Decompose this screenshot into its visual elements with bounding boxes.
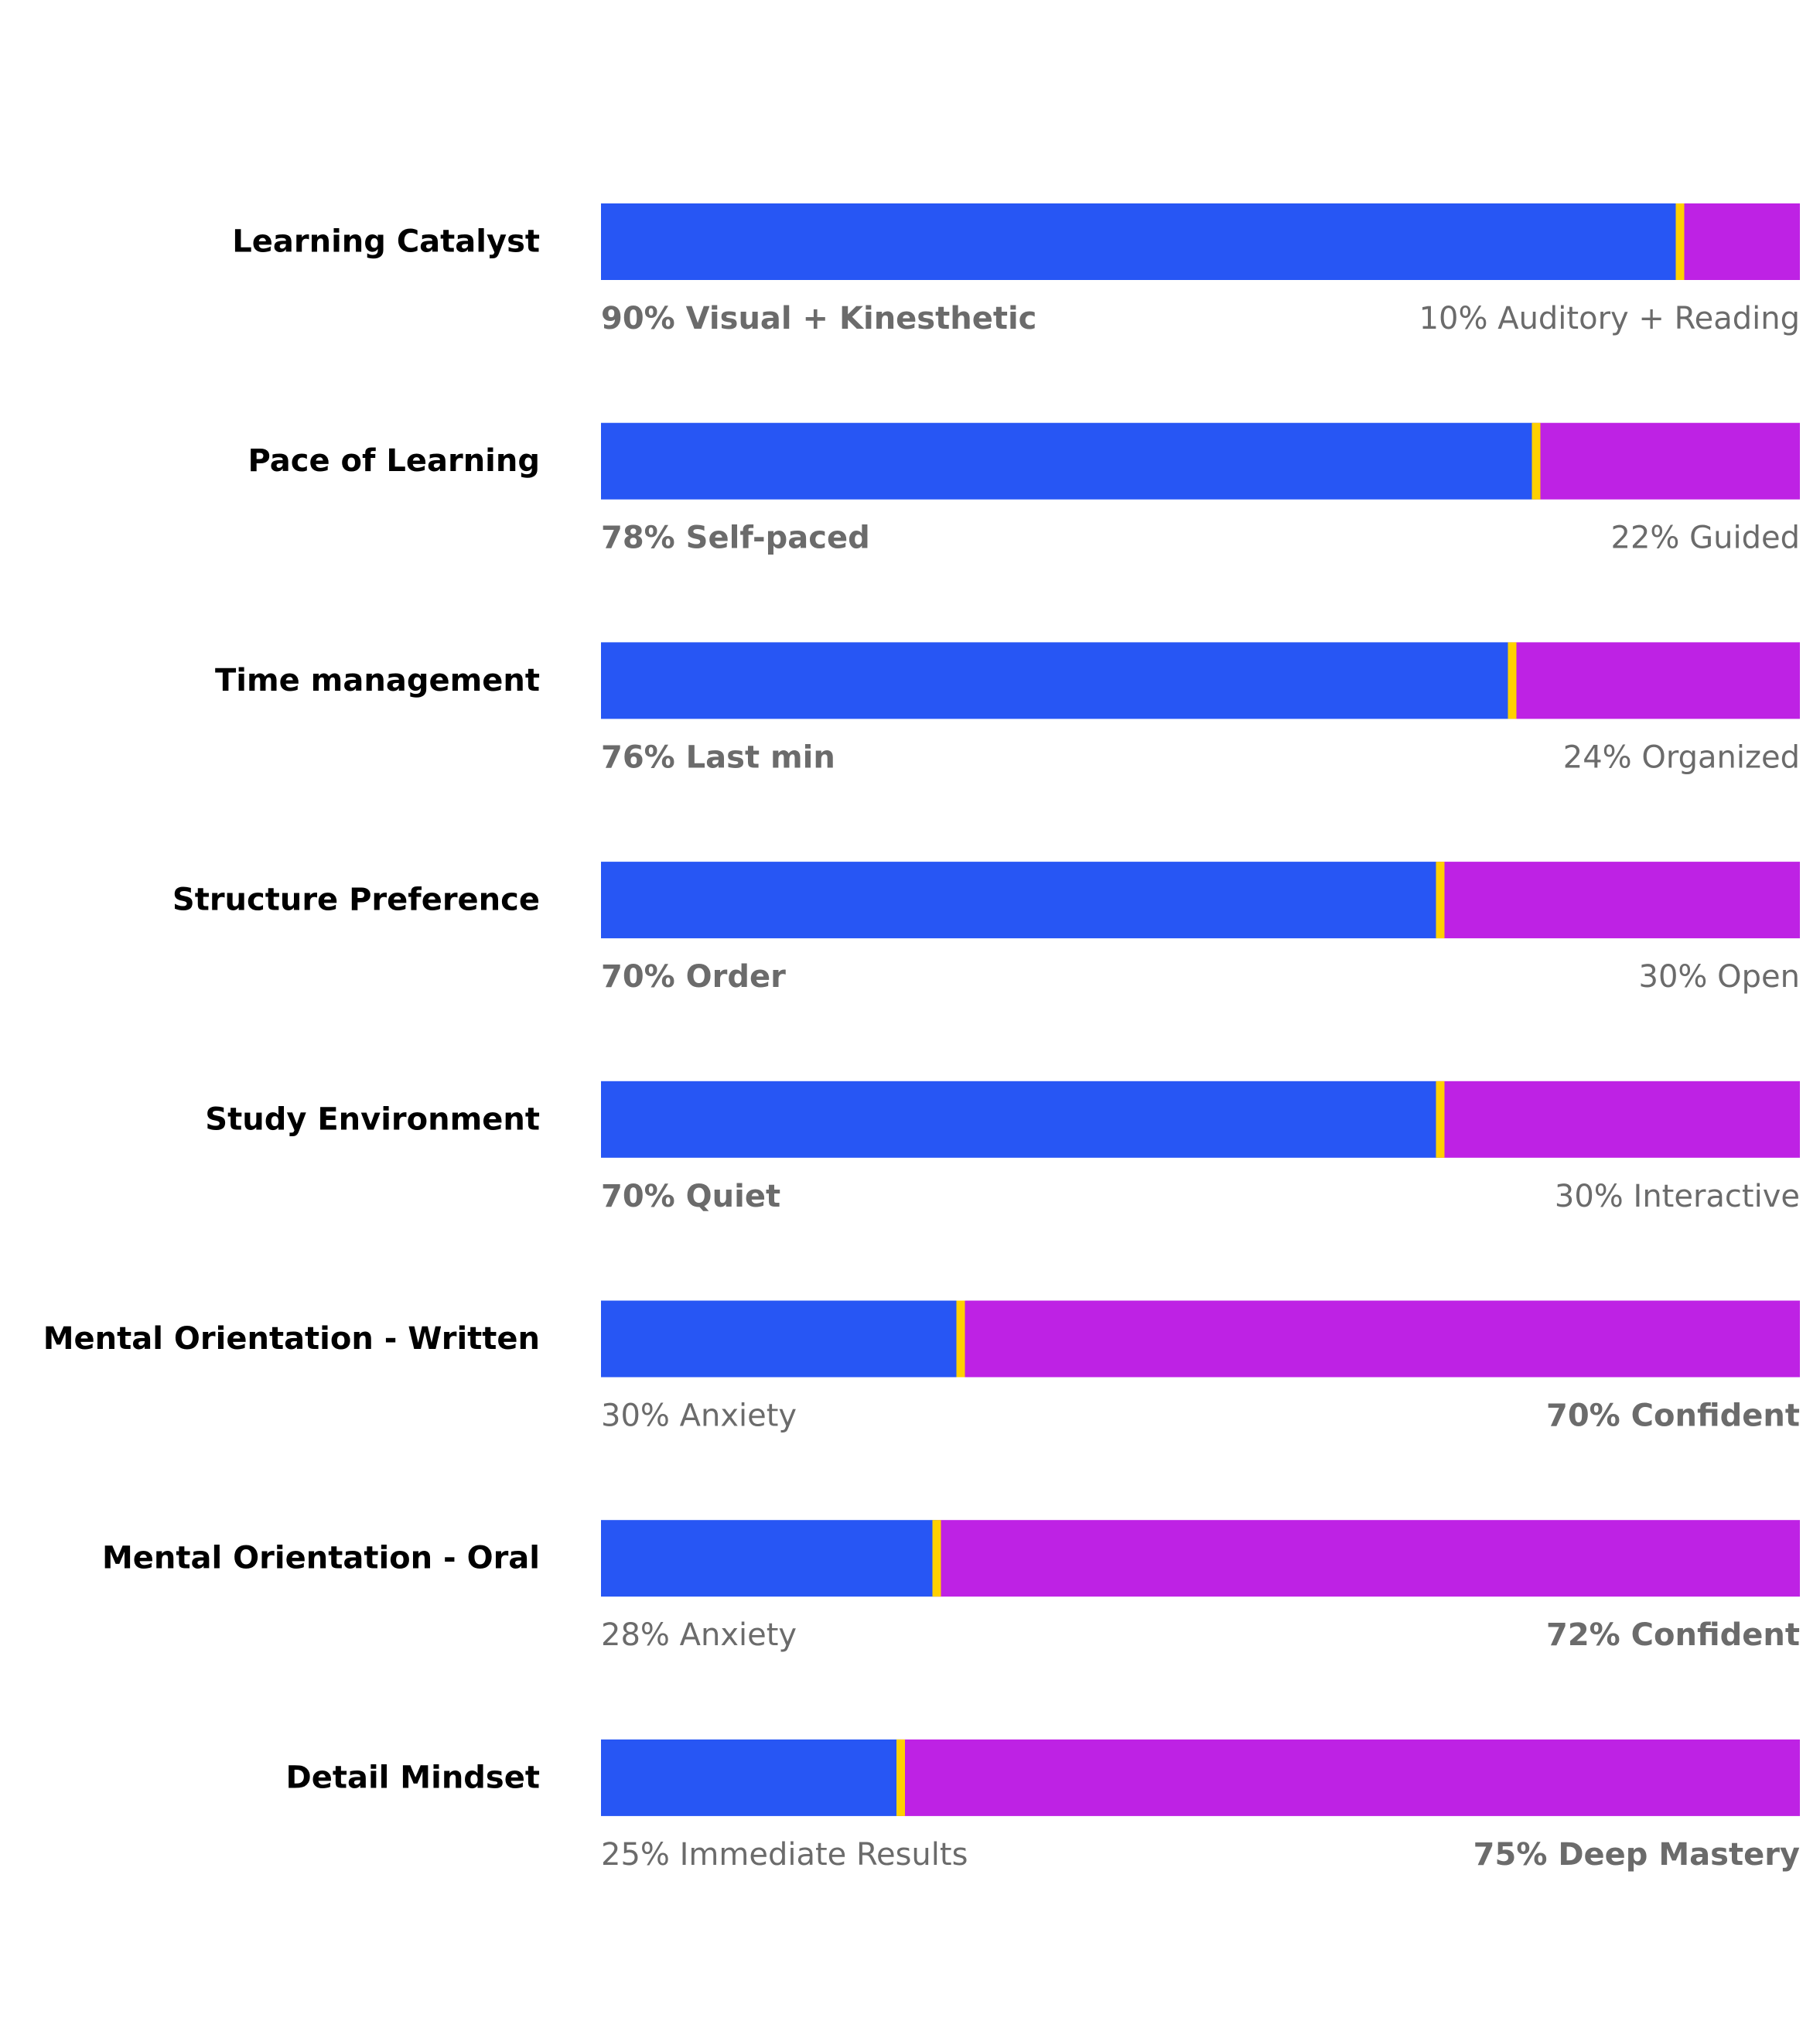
left-value-label: 70% Order bbox=[601, 959, 786, 995]
bar-row: Mental Orientation - Written 30% Anxiety 7… bbox=[43, 1300, 1800, 1434]
bar-left-segment bbox=[601, 1300, 961, 1378]
row-label: Mental Orientation - Written bbox=[43, 1321, 540, 1357]
row-label: Detail Mindset bbox=[286, 1760, 540, 1795]
bar-left-segment bbox=[601, 1520, 937, 1597]
bar-left-segment bbox=[601, 203, 1680, 280]
right-value-label: 10% Auditory + Reading bbox=[1419, 301, 1800, 336]
right-value-label: 30% Open bbox=[1639, 959, 1800, 995]
right-value-label: 24% Organized bbox=[1563, 739, 1800, 775]
split-marker bbox=[1508, 642, 1517, 719]
split-marker bbox=[956, 1300, 965, 1378]
bar-left-segment bbox=[601, 422, 1536, 500]
bar-right-segment bbox=[1440, 862, 1800, 939]
row-label: Structure Preference bbox=[172, 883, 540, 918]
bar-row: Study Environment 70% Quiet 30% Interactiv… bbox=[205, 1081, 1800, 1214]
bar-row: Pace of Learning 78% Self-paced 22% Guided bbox=[248, 422, 1800, 556]
bar-right-segment bbox=[1680, 203, 1800, 280]
left-value-label: 28% Anxiety bbox=[601, 1617, 797, 1653]
chart-rows: Learning Catalyst 90% Visual + Kinestheti… bbox=[43, 203, 1800, 1873]
bar-left-segment bbox=[601, 862, 1440, 939]
split-marker bbox=[932, 1520, 941, 1597]
split-marker bbox=[1436, 1081, 1445, 1158]
bar-row: Structure Preference 70% Order 30% Open bbox=[172, 862, 1800, 995]
bar-left-segment bbox=[601, 1739, 901, 1816]
split-marker bbox=[896, 1739, 905, 1816]
row-label: Mental Orientation - Oral bbox=[102, 1541, 540, 1576]
split-marker bbox=[1531, 422, 1541, 500]
left-value-label: 25% Immediate Results bbox=[601, 1837, 968, 1873]
bar-right-segment bbox=[937, 1520, 1800, 1597]
bar-right-segment bbox=[1512, 642, 1800, 719]
left-value-label: 76% Last min bbox=[601, 739, 835, 775]
bar-right-segment bbox=[1440, 1081, 1800, 1158]
left-value-label: 70% Quiet bbox=[601, 1179, 780, 1214]
bar-right-segment bbox=[900, 1739, 1800, 1816]
bar-row: Time management 76% Last min 24% Organized bbox=[215, 642, 1800, 775]
right-value-label: 30% Interactive bbox=[1555, 1179, 1800, 1214]
right-value-label: 22% Guided bbox=[1611, 521, 1800, 556]
right-value-label: 72% Confident bbox=[1546, 1617, 1800, 1653]
split-marker bbox=[1675, 203, 1685, 280]
row-label: Pace of Learning bbox=[248, 443, 540, 479]
bar-left-segment bbox=[601, 642, 1512, 719]
row-label: Learning Catalyst bbox=[232, 224, 540, 260]
left-value-label: 78% Self-paced bbox=[601, 521, 870, 556]
row-label: Study Environment bbox=[205, 1101, 540, 1137]
bar-right-segment bbox=[1536, 422, 1800, 500]
bar-left-segment bbox=[601, 1081, 1440, 1158]
left-value-label: 30% Anxiety bbox=[601, 1398, 797, 1434]
bar-row: Detail Mindset 25% Immediate Results 75% D… bbox=[286, 1739, 1800, 1873]
split-marker bbox=[1436, 862, 1445, 939]
bar-row: Learning Catalyst 90% Visual + Kinestheti… bbox=[232, 203, 1800, 336]
bar-right-segment bbox=[961, 1300, 1800, 1378]
row-label: Time management bbox=[215, 663, 540, 698]
left-value-label: 90% Visual + Kinesthetic bbox=[601, 301, 1036, 336]
bar-row: Mental Orientation - Oral 28% Anxiety 72% … bbox=[102, 1520, 1800, 1653]
right-value-label: 70% Confident bbox=[1546, 1398, 1800, 1434]
right-value-label: 75% Deep Mastery bbox=[1473, 1837, 1800, 1873]
